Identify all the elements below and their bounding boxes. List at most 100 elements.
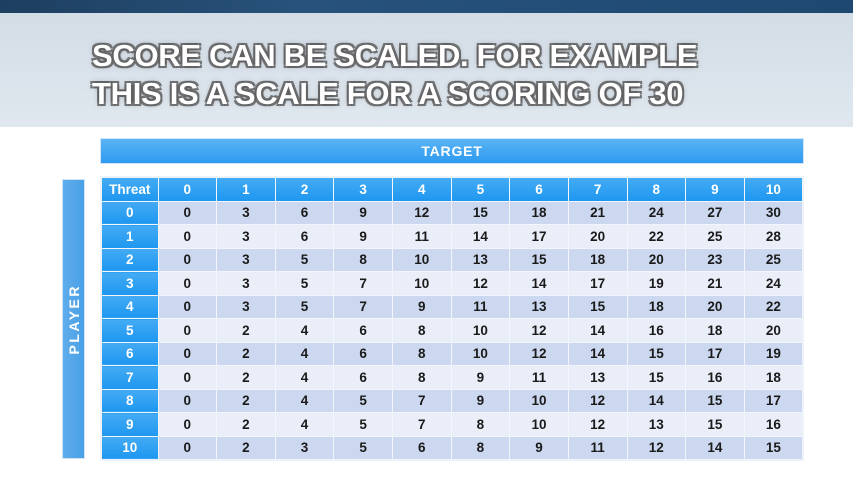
score-cell: 9 bbox=[450, 365, 511, 390]
score-cell: 0 bbox=[157, 341, 218, 366]
score-cell: 18 bbox=[626, 294, 687, 319]
table-row: 0 0 3 6 9 12 15 18 21 24 27 30 bbox=[100, 200, 804, 225]
score-cell: 21 bbox=[567, 200, 628, 225]
threat-row-header: 3 bbox=[100, 271, 159, 296]
score-cell: 13 bbox=[567, 365, 628, 390]
target-axis-header: TARGET bbox=[100, 138, 804, 164]
threat-row-header: 4 bbox=[100, 294, 159, 319]
score-cell: 16 bbox=[685, 365, 745, 390]
score-cell: 4 bbox=[274, 318, 335, 343]
score-cell: 4 bbox=[274, 365, 335, 390]
score-cell: 5 bbox=[333, 388, 393, 413]
score-cell: 25 bbox=[685, 224, 745, 249]
score-cell: 10 bbox=[392, 247, 452, 272]
score-cell: 15 bbox=[685, 412, 745, 437]
score-cell: 12 bbox=[567, 412, 628, 437]
score-cell: 14 bbox=[685, 435, 745, 460]
target-col-header: 2 bbox=[274, 176, 335, 202]
table-row: 8 0 2 4 5 7 9 10 12 14 15 17 bbox=[100, 388, 804, 413]
score-cell: 11 bbox=[450, 294, 511, 319]
score-cell: 17 bbox=[685, 341, 745, 366]
score-cell: 12 bbox=[567, 388, 628, 413]
score-cell: 5 bbox=[333, 412, 393, 437]
score-cell: 11 bbox=[567, 435, 628, 460]
threat-row-header: 9 bbox=[100, 412, 159, 437]
target-col-header: 8 bbox=[626, 176, 687, 202]
score-cell: 0 bbox=[157, 224, 218, 249]
target-col-header: 10 bbox=[743, 176, 804, 202]
score-cell: 15 bbox=[450, 200, 511, 225]
score-cell: 14 bbox=[450, 224, 511, 249]
target-col-header: 6 bbox=[509, 176, 569, 202]
score-cell: 3 bbox=[274, 435, 335, 460]
score-cell: 28 bbox=[743, 224, 804, 249]
score-cell: 9 bbox=[333, 224, 393, 249]
score-table: Threat 0 1 2 3 4 5 6 7 8 9 10 0 0 3 6 9 12 15 18 21 24 27 30 1 0… bbox=[100, 176, 804, 461]
score-cell: 2 bbox=[216, 341, 276, 366]
score-cell: 14 bbox=[626, 388, 687, 413]
table-row: 9 0 2 4 5 7 8 10 12 13 15 16 bbox=[100, 412, 804, 437]
score-cell: 4 bbox=[274, 412, 335, 437]
score-cell: 7 bbox=[392, 388, 452, 413]
table-row: 1 0 3 6 9 11 14 17 20 22 25 28 bbox=[100, 224, 804, 249]
threat-row-header: 1 bbox=[100, 224, 159, 249]
threat-row-header: 10 bbox=[100, 435, 159, 460]
score-cell: 10 bbox=[392, 271, 452, 296]
score-cell: 4 bbox=[274, 388, 335, 413]
table-header-row: Threat 0 1 2 3 4 5 6 7 8 9 10 bbox=[100, 176, 804, 202]
score-cell: 14 bbox=[509, 271, 569, 296]
score-cell: 19 bbox=[743, 341, 804, 366]
table-row: 4 0 3 5 7 9 11 13 15 18 20 22 bbox=[100, 294, 804, 319]
table-row: 3 0 3 5 7 10 12 14 17 19 21 24 bbox=[100, 271, 804, 296]
score-cell: 0 bbox=[157, 247, 218, 272]
score-cell: 16 bbox=[626, 318, 687, 343]
score-cell: 8 bbox=[392, 365, 452, 390]
score-cell: 16 bbox=[743, 412, 804, 437]
target-col-header: 1 bbox=[216, 176, 276, 202]
score-cell: 19 bbox=[626, 271, 687, 296]
score-cell: 3 bbox=[216, 224, 276, 249]
target-col-header: 0 bbox=[157, 176, 218, 202]
score-cell: 15 bbox=[626, 365, 687, 390]
score-cell: 5 bbox=[333, 435, 393, 460]
score-cell: 20 bbox=[685, 294, 745, 319]
score-cell: 24 bbox=[626, 200, 687, 225]
score-cell: 12 bbox=[392, 200, 452, 225]
score-cell: 3 bbox=[216, 294, 276, 319]
score-cell: 0 bbox=[157, 294, 218, 319]
score-cell: 11 bbox=[509, 365, 569, 390]
table-row: 10 0 2 3 5 6 8 9 11 12 14 15 bbox=[100, 435, 804, 460]
score-cell: 15 bbox=[626, 341, 687, 366]
score-cell: 5 bbox=[274, 247, 335, 272]
score-cell: 10 bbox=[450, 318, 511, 343]
score-cell: 7 bbox=[333, 294, 393, 319]
score-cell: 15 bbox=[743, 435, 804, 460]
score-cell: 15 bbox=[685, 388, 745, 413]
score-cell: 6 bbox=[274, 200, 335, 225]
score-cell: 20 bbox=[626, 247, 687, 272]
score-cell: 13 bbox=[626, 412, 687, 437]
table-row: 7 0 2 4 6 8 9 11 13 15 16 18 bbox=[100, 365, 804, 390]
table-row: 5 0 2 4 6 8 10 12 14 16 18 20 bbox=[100, 318, 804, 343]
score-cell: 6 bbox=[274, 224, 335, 249]
score-cell: 6 bbox=[333, 318, 393, 343]
score-cell: 22 bbox=[626, 224, 687, 249]
score-cell: 11 bbox=[392, 224, 452, 249]
score-cell: 10 bbox=[509, 412, 569, 437]
score-cell: 3 bbox=[216, 200, 276, 225]
score-cell: 6 bbox=[392, 435, 452, 460]
score-cell: 14 bbox=[567, 341, 628, 366]
player-axis-label: PLAYER bbox=[65, 283, 82, 355]
score-cell: 14 bbox=[567, 318, 628, 343]
threat-row-header: 7 bbox=[100, 365, 159, 390]
score-cell: 13 bbox=[509, 294, 569, 319]
table-row: 6 0 2 4 6 8 10 12 14 15 17 19 bbox=[100, 341, 804, 366]
score-cell: 20 bbox=[743, 318, 804, 343]
score-cell: 25 bbox=[743, 247, 804, 272]
score-cell: 30 bbox=[743, 200, 804, 225]
score-cell: 8 bbox=[392, 318, 452, 343]
score-cell: 13 bbox=[450, 247, 511, 272]
score-cell: 0 bbox=[157, 435, 218, 460]
score-cell: 15 bbox=[567, 294, 628, 319]
score-cell: 2 bbox=[216, 412, 276, 437]
